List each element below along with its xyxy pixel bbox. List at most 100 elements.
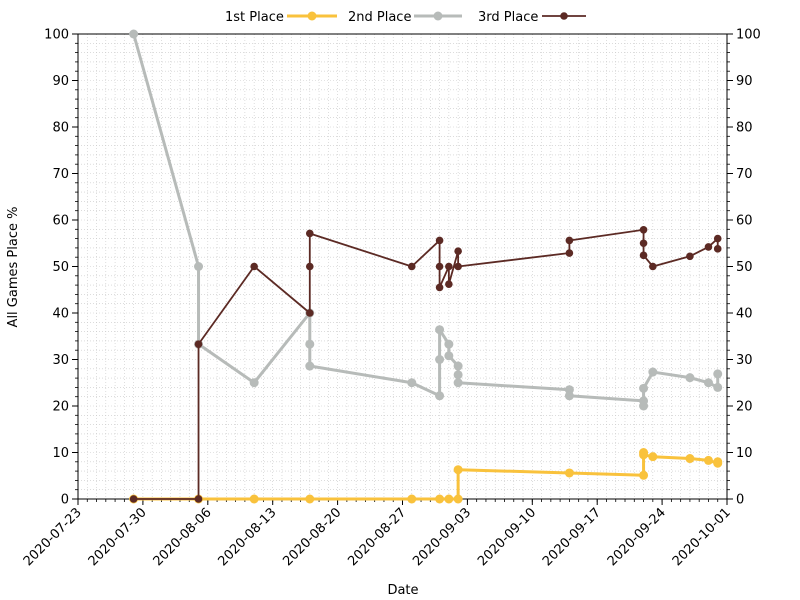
x-tick-label: 2020-09-03	[410, 505, 474, 569]
data-point	[564, 391, 574, 401]
y-tick-label-right: 70	[736, 167, 753, 182]
x-tick-label: 2020-09-17	[540, 505, 604, 569]
data-point	[407, 378, 417, 388]
data-point	[444, 339, 454, 349]
data-point	[407, 262, 416, 271]
data-point	[704, 243, 713, 251]
y-tick-label: 100	[44, 28, 69, 43]
data-point	[435, 262, 444, 271]
data-point	[639, 251, 648, 260]
y-tick-label-right: 60	[736, 214, 753, 229]
y-tick-label-right: 80	[736, 121, 753, 136]
data-point	[435, 325, 445, 335]
series-line	[132, 451, 720, 501]
grid	[78, 34, 727, 499]
data-point	[435, 283, 444, 292]
data-point	[305, 339, 315, 349]
x-tick-label: 2020-10-01	[670, 505, 734, 569]
data-point	[194, 340, 203, 348]
series-layer	[129, 29, 723, 504]
series-line	[132, 228, 719, 500]
y-tick-label: 60	[52, 214, 69, 229]
data-point	[194, 495, 203, 503]
y-tick-label: 80	[52, 121, 69, 136]
data-point	[565, 249, 574, 257]
y-tick-label: 10	[52, 446, 69, 461]
y-tick-label: 30	[52, 353, 69, 368]
data-point	[454, 247, 462, 255]
data-point	[445, 262, 453, 271]
data-point	[453, 361, 463, 371]
data-point	[305, 262, 314, 271]
data-point	[305, 361, 315, 371]
data-point	[639, 239, 648, 248]
x-tick-label: 2020-07-23	[21, 505, 85, 569]
y-axis-title: All Games Place %	[6, 207, 21, 328]
y-tick-label: 90	[52, 74, 69, 89]
x-tick-label: 2020-08-27	[345, 505, 409, 569]
legend-marker	[560, 12, 568, 20]
legend-item-3: 3rd Place	[478, 10, 586, 25]
x-tick-label: 2020-09-24	[605, 505, 669, 569]
data-point	[250, 262, 258, 271]
data-point	[649, 262, 657, 271]
y-tick-label-right: 100	[736, 28, 761, 43]
data-point	[713, 245, 722, 253]
y-tick-label-right: 10	[736, 446, 753, 461]
data-point	[639, 401, 649, 411]
data-point	[444, 351, 454, 361]
data-point	[639, 450, 649, 460]
y-tick-label: 70	[52, 167, 69, 182]
data-point	[194, 262, 204, 271]
data-point	[129, 29, 139, 39]
legend-marker	[433, 11, 443, 21]
data-point	[565, 236, 574, 245]
data-point	[639, 470, 649, 480]
data-point	[454, 262, 462, 271]
data-point	[453, 378, 463, 388]
data-point	[685, 373, 695, 383]
data-point	[713, 369, 723, 379]
x-tick-label: 2020-08-06	[151, 505, 215, 569]
data-point	[453, 465, 463, 475]
x-tick-label: 2020-09-10	[475, 505, 539, 569]
data-point	[648, 452, 658, 462]
data-point	[703, 455, 713, 465]
data-point	[686, 252, 694, 261]
data-point	[435, 391, 445, 401]
data-point	[639, 225, 648, 234]
y-tick-label: 40	[52, 307, 69, 322]
series-1	[129, 448, 723, 504]
x-tick-label: 2020-08-20	[280, 505, 344, 569]
data-point	[453, 494, 463, 504]
data-point	[249, 378, 259, 388]
x-axis-title: Date	[387, 583, 418, 598]
series-3	[129, 225, 722, 503]
data-point	[435, 236, 444, 245]
data-point	[435, 494, 445, 504]
y-tick-label-right: 0	[736, 493, 744, 508]
legend-label: 3rd Place	[478, 10, 538, 25]
data-point	[713, 457, 723, 467]
data-point	[703, 378, 713, 388]
axes: 0 0 10 10 20 20 30 30 40 40 50 50 60 60 70 70 80 80 90 90 10…	[21, 28, 761, 570]
y-tick-label: 50	[52, 260, 69, 275]
legend-marker	[307, 11, 317, 21]
data-point	[564, 468, 574, 478]
data-point	[453, 370, 463, 380]
y-tick-label: 0	[61, 493, 69, 508]
legend-item-1: 1st Place	[225, 10, 337, 25]
data-point	[445, 280, 453, 288]
data-point	[713, 382, 723, 392]
data-point	[713, 234, 722, 243]
data-point	[648, 367, 658, 377]
data-point	[444, 494, 454, 504]
data-point	[129, 495, 138, 503]
data-point	[249, 494, 259, 504]
data-point	[639, 383, 649, 393]
y-tick-label-right: 30	[736, 353, 753, 368]
y-tick-label: 20	[52, 400, 69, 415]
legend-label: 2nd Place	[348, 10, 411, 25]
y-tick-label-right: 20	[736, 400, 753, 415]
